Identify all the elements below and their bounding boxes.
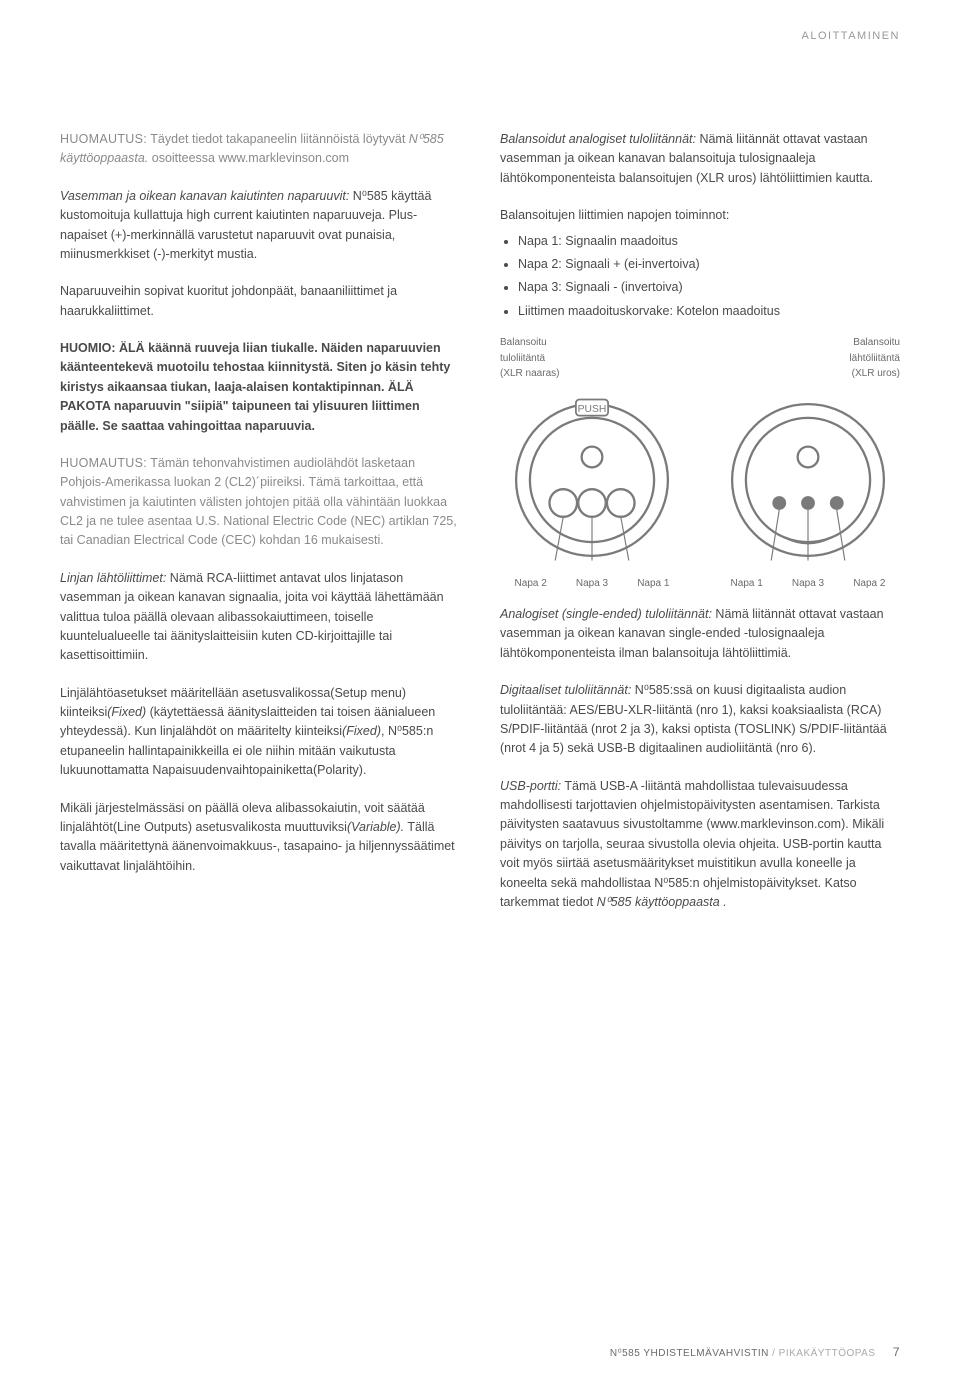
p5-fixed2: (Fixed) [342,724,381,738]
rp3-lead: Analogiset (single-ended) tuloliitännät: [500,607,712,621]
pin-label: Napa 3 [576,576,608,592]
pin-bullet-list: Napa 1: Signaalin maadoitus Napa 2: Sign… [500,232,900,322]
page-footer: N⁰585 YHDISTELMÄVAHVISTIN / PIKAKÄYTTÖOP… [610,1345,900,1359]
note1-lead: HUOMAUTUS: [60,132,147,146]
push-label: PUSH [578,404,607,415]
diag-right-b: lähtöliitäntä [849,353,900,364]
para-usb-port: USB-portti: Tämä USB-A -liitäntä mahdoll… [500,777,900,913]
pin-label: Napa 1 [731,576,763,592]
diag-left-a: Balansoitu [500,337,547,348]
para-line-outputs: Linjan lähtöliittimet: Nämä RCA-liittime… [60,569,460,666]
two-column-content: HUOMAUTUS: Täydet tiedot takapaneelin li… [60,130,900,930]
para-connector-types: Naparuuveihin sopivat kuoritut johdonpää… [60,282,460,321]
note2-lead: HUOMAUTUS: [60,456,147,470]
xlr-female-icon: PUSH [500,388,684,572]
note-block-1: HUOMAUTUS: Täydet tiedot takapaneelin li… [60,130,460,169]
diagram-top-labels: Balansoitu tuloliitäntä (XLR naaras) Bal… [500,335,900,382]
note-block-2: HUOMAUTUS: Tämän tehonvahvistimen audiol… [60,454,460,551]
pin-label: Napa 1 [637,576,669,592]
section-header: ALOITTAMINEN [802,30,900,42]
para-balanced-inputs: Balansoidut analogiset tuloliitännät: Nä… [500,130,900,188]
para-single-ended: Analogiset (single-ended) tuloliitännät:… [500,605,900,663]
p4-lead: Linjan lähtöliittimet: [60,571,166,585]
page-number: 7 [893,1345,900,1359]
rp5-ital: N⁰585 käyttöoppaasta . [597,895,727,909]
pin-labels-row: Napa 2 Napa 3 Napa 1 Napa 1 Napa 3 Napa … [500,576,900,592]
para-digital-inputs: Digitaaliset tuloliitännät: N⁰585:ssä on… [500,681,900,759]
pin-group-right: Napa 1 Napa 3 Napa 2 [716,576,900,592]
para-caution: HUOMIO: ÄLÄ käännä ruuveja liian tiukall… [60,339,460,436]
p1-lead: Vasemman ja oikean kanavan kaiutinten na… [60,189,349,203]
left-column: HUOMAUTUS: Täydet tiedot takapaneelin li… [60,130,460,930]
para-speaker-posts: Vasemman ja oikean kanavan kaiutinten na… [60,187,460,265]
rp5-lead: USB-portti: [500,779,561,793]
footer-title-a: N⁰585 YHDISTELMÄVAHVISTIN [610,1348,769,1359]
diag-label-right: Balansoitu lähtöliitäntä (XLR uros) [716,335,900,382]
xlr-male-icon [716,388,900,572]
bullet-item: Napa 2: Signaali + (ei-invertoiva) [518,255,900,274]
pin-label: Napa 2 [853,576,885,592]
xlr-diagram-block: Balansoitu tuloliitäntä (XLR naaras) Bal… [500,335,900,591]
pin-label: Napa 2 [515,576,547,592]
pin-group-left: Napa 2 Napa 3 Napa 1 [500,576,684,592]
xlr-diagrams-row: PUSH [500,388,900,572]
bullet-item: Napa 1: Signaalin maadoitus [518,232,900,251]
bullet-item: Napa 3: Signaali - (invertoiva) [518,278,900,297]
diag-left-c: (XLR naaras) [500,368,559,379]
para-pin-functions: Balansoitujen liittimien napojen toiminn… [500,206,900,225]
para-variable: Mikäli järjestelmässäsi on päällä oleva … [60,799,460,877]
bullet-item: Liittimen maadoituskorvake: Kotelon maad… [518,302,900,321]
pin-label: Napa 3 [792,576,824,592]
note1-body: Täydet tiedot takapaneelin liitännöistä … [147,132,409,146]
diag-left-b: tuloliitäntä [500,353,545,364]
rp5-body: Tämä USB-A -liitäntä mahdollistaa tuleva… [500,779,884,909]
para-line-settings: Linjälähtöasetukset määritellään asetusv… [60,684,460,781]
right-column: Balansoidut analogiset tuloliitännät: Nä… [500,130,900,930]
diag-right-c: (XLR uros) [852,368,900,379]
diag-label-left: Balansoitu tuloliitäntä (XLR naaras) [500,335,684,382]
rp1-lead: Balansoidut analogiset tuloliitännät: [500,132,696,146]
rp4-lead: Digitaaliset tuloliitännät: [500,683,631,697]
p5-fixed1: (Fixed) [107,705,146,719]
p6-var: (Variable). [347,820,404,834]
diag-right-a: Balansoitu [853,337,900,348]
footer-title-b: / PIKAKÄYTTÖOPAS [769,1348,876,1359]
note1-tail: osoitteessa www.marklevinson.com [148,151,349,165]
